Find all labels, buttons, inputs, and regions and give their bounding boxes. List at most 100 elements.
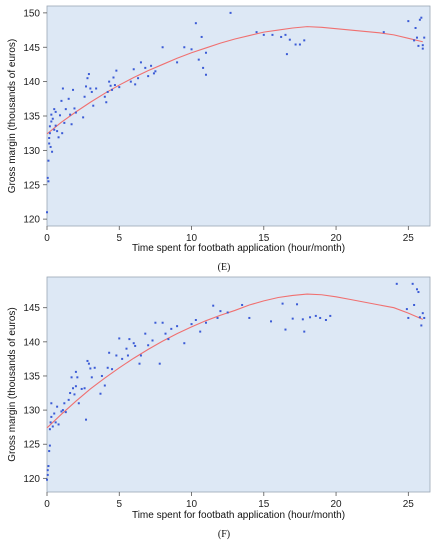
data-point-f — [248, 316, 251, 319]
data-point-e — [108, 80, 111, 83]
data-point-e — [129, 80, 132, 83]
x-tick-label-e: 5 — [116, 233, 122, 244]
data-point-e — [46, 176, 49, 179]
data-point-f — [89, 367, 92, 370]
data-point-f — [219, 310, 222, 313]
panel-e: 120 125 130 135 140 145 150 0 5 10 15 20 25 Time spen… — [7, 5, 431, 273]
data-point-f — [329, 314, 332, 317]
data-point-f — [423, 316, 426, 319]
data-point-e — [382, 31, 385, 34]
data-point-e — [414, 27, 417, 29]
data-point-e — [46, 211, 48, 214]
data-point-e — [132, 68, 135, 71]
data-point-f — [212, 304, 215, 307]
data-point-e — [105, 101, 108, 104]
data-point-e — [150, 64, 153, 67]
x-tick-label-f: 25 — [403, 499, 415, 510]
data-point-f — [64, 411, 67, 414]
data-point-e — [109, 84, 112, 87]
data-point-f — [417, 291, 420, 294]
data-point-f — [226, 311, 229, 314]
panel-label-e: (E) — [218, 262, 231, 273]
data-point-f — [50, 402, 53, 405]
data-point-e — [48, 132, 51, 135]
data-point-e — [288, 38, 291, 41]
x-axis-title-e: Time spent for footbath application (hou… — [132, 243, 345, 254]
data-point-e — [421, 47, 424, 50]
data-point-f — [134, 344, 137, 347]
data-point-f — [86, 359, 89, 362]
data-point-f — [407, 316, 410, 319]
data-point-e — [144, 66, 147, 69]
data-point-e — [294, 43, 297, 46]
data-point-e — [53, 108, 56, 111]
x-tick-label-e: 25 — [403, 233, 415, 244]
data-point-f — [241, 303, 244, 306]
data-point-e — [152, 72, 155, 75]
data-point-e — [64, 108, 67, 111]
x-tick-label-f: 15 — [258, 499, 270, 510]
y-tick-label-e: 150 — [23, 8, 40, 19]
data-point-e — [48, 142, 51, 145]
y-tick-label-e: 125 — [23, 180, 40, 191]
data-point-f — [415, 288, 418, 291]
data-point-e — [421, 44, 424, 47]
data-point-e — [134, 83, 137, 86]
data-point-f — [420, 324, 423, 327]
data-point-f — [405, 308, 408, 311]
data-point-e — [47, 159, 50, 162]
data-point-e — [200, 35, 203, 38]
data-point-f — [138, 362, 141, 365]
data-point-f — [413, 303, 416, 306]
data-point-f — [72, 387, 75, 390]
x-tick-label-e: 20 — [330, 233, 342, 244]
data-point-e — [197, 58, 200, 61]
data-point-e — [111, 88, 114, 91]
data-point-f — [49, 421, 52, 424]
data-point-f — [319, 316, 322, 319]
data-point-f — [87, 362, 90, 365]
data-point-e — [50, 120, 53, 123]
data-point-f — [194, 319, 197, 321]
data-point-f — [126, 354, 129, 357]
data-point-f — [63, 402, 66, 405]
data-point-e — [59, 114, 62, 117]
data-point-e — [82, 116, 85, 119]
data-point-f — [118, 337, 121, 340]
data-point-f — [314, 314, 317, 317]
y-tick-label-f: 125 — [23, 440, 40, 451]
data-point-f — [139, 354, 142, 357]
data-point-e — [204, 51, 207, 54]
data-point-f — [46, 473, 49, 476]
data-point-f — [69, 392, 72, 395]
data-point-f — [128, 338, 131, 341]
data-point-e — [74, 111, 77, 114]
data-point-e — [61, 132, 64, 135]
data-point-e — [190, 48, 193, 51]
data-point-f — [301, 318, 304, 321]
y-tick-label-e: 130 — [23, 146, 40, 157]
data-point-f — [60, 410, 63, 413]
data-point-f — [154, 321, 157, 324]
x-tick-label-e: 15 — [258, 233, 270, 244]
data-point-e — [95, 87, 98, 90]
data-point-f — [270, 320, 273, 323]
data-point-e — [285, 53, 288, 56]
data-point-f — [158, 362, 161, 365]
data-point-e — [262, 33, 265, 36]
data-point-f — [324, 319, 327, 321]
data-point-f — [50, 415, 53, 418]
data-point-e — [202, 66, 205, 69]
x-tick-label-f: 10 — [186, 499, 198, 510]
data-point-f — [46, 478, 48, 481]
data-point-e — [49, 145, 52, 148]
data-point-f — [48, 428, 51, 431]
data-point-e — [415, 36, 418, 39]
data-point-e — [54, 124, 57, 127]
data-point-f — [111, 368, 114, 371]
data-point-e — [147, 75, 150, 78]
data-point-e — [67, 97, 70, 100]
data-point-f — [106, 366, 109, 369]
data-point-e — [420, 16, 423, 19]
